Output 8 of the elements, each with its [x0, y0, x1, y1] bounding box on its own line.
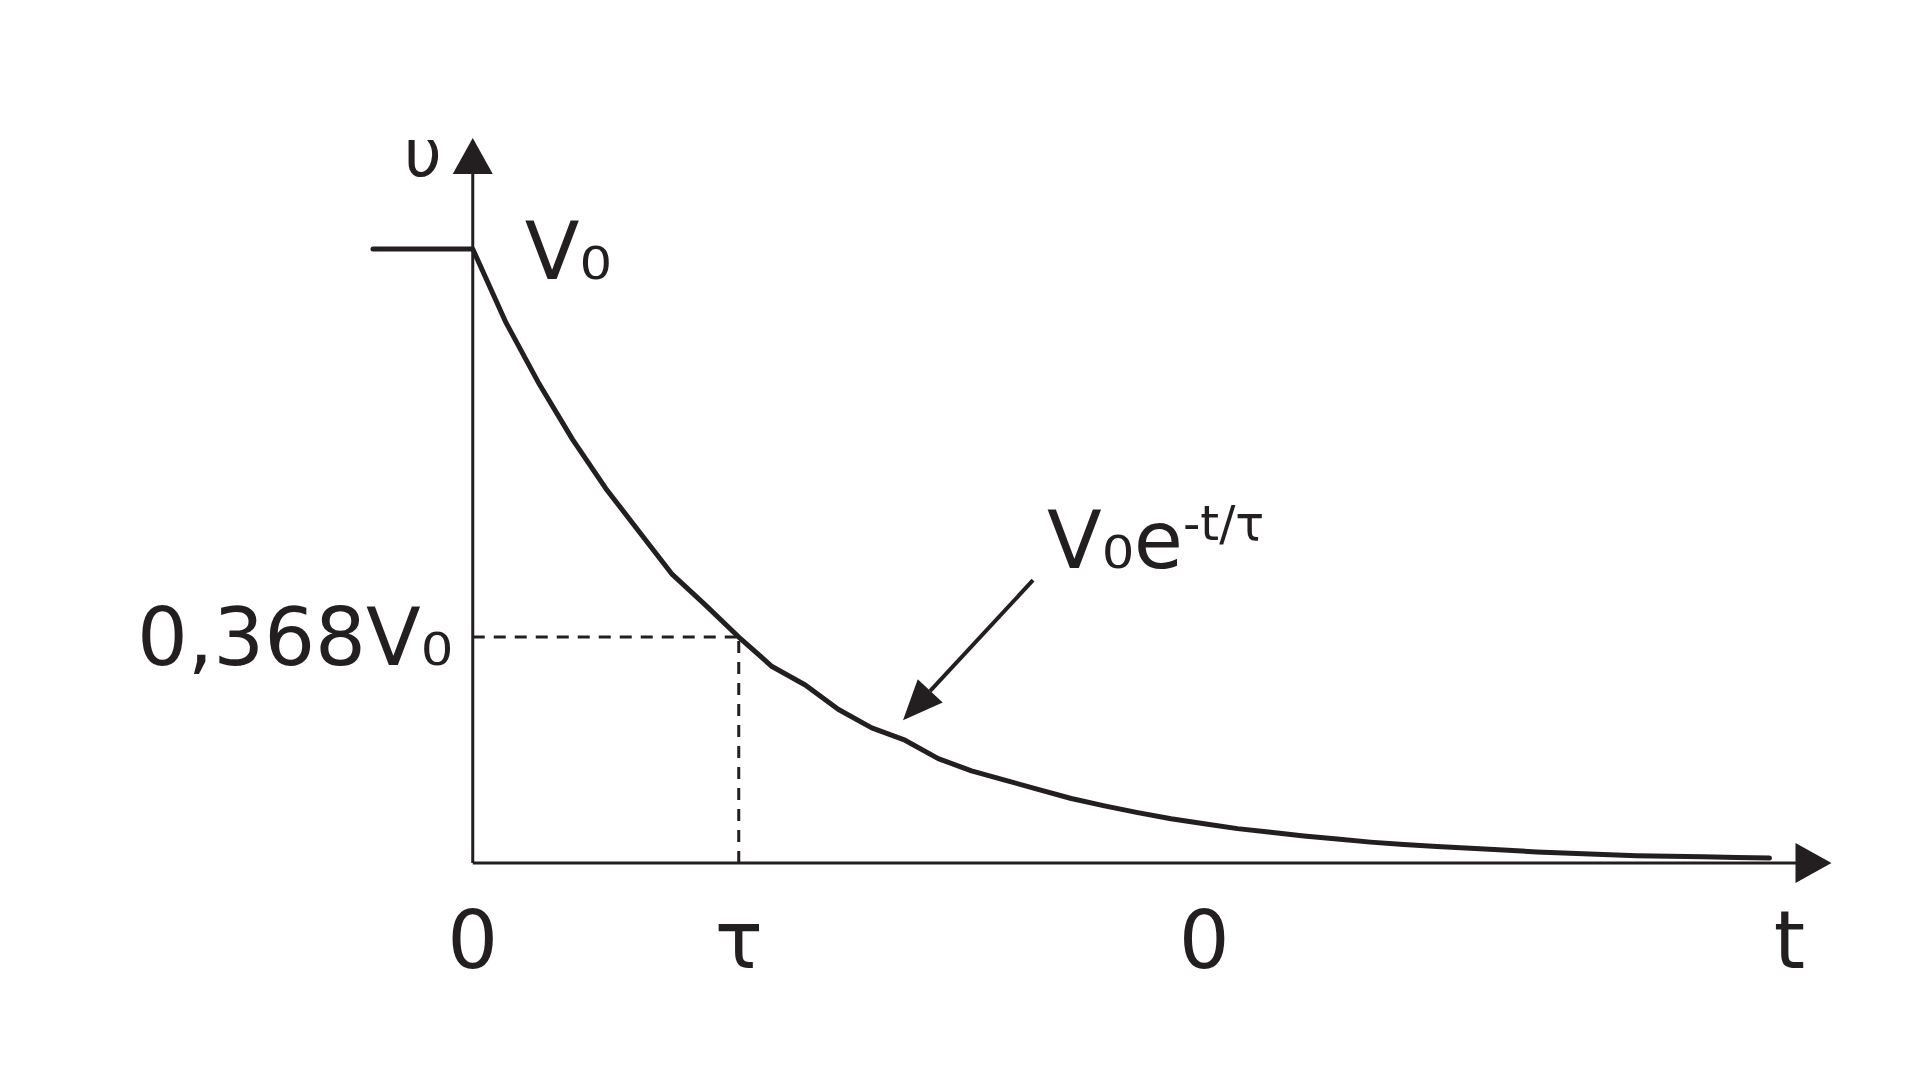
annotation: V₀e$^{-t/τ}$ [1047, 494, 1265, 588]
y-axis-title: υ [403, 115, 442, 192]
annotation: V₀ [524, 205, 612, 298]
x-axis-title: t [1773, 894, 1806, 987]
x-tick-label: 0 [447, 894, 499, 987]
x-tick-label: τ [714, 894, 763, 987]
ref-line-label: 0,368V₀ [136, 591, 453, 685]
x-tick-label: 0 [1178, 894, 1230, 987]
